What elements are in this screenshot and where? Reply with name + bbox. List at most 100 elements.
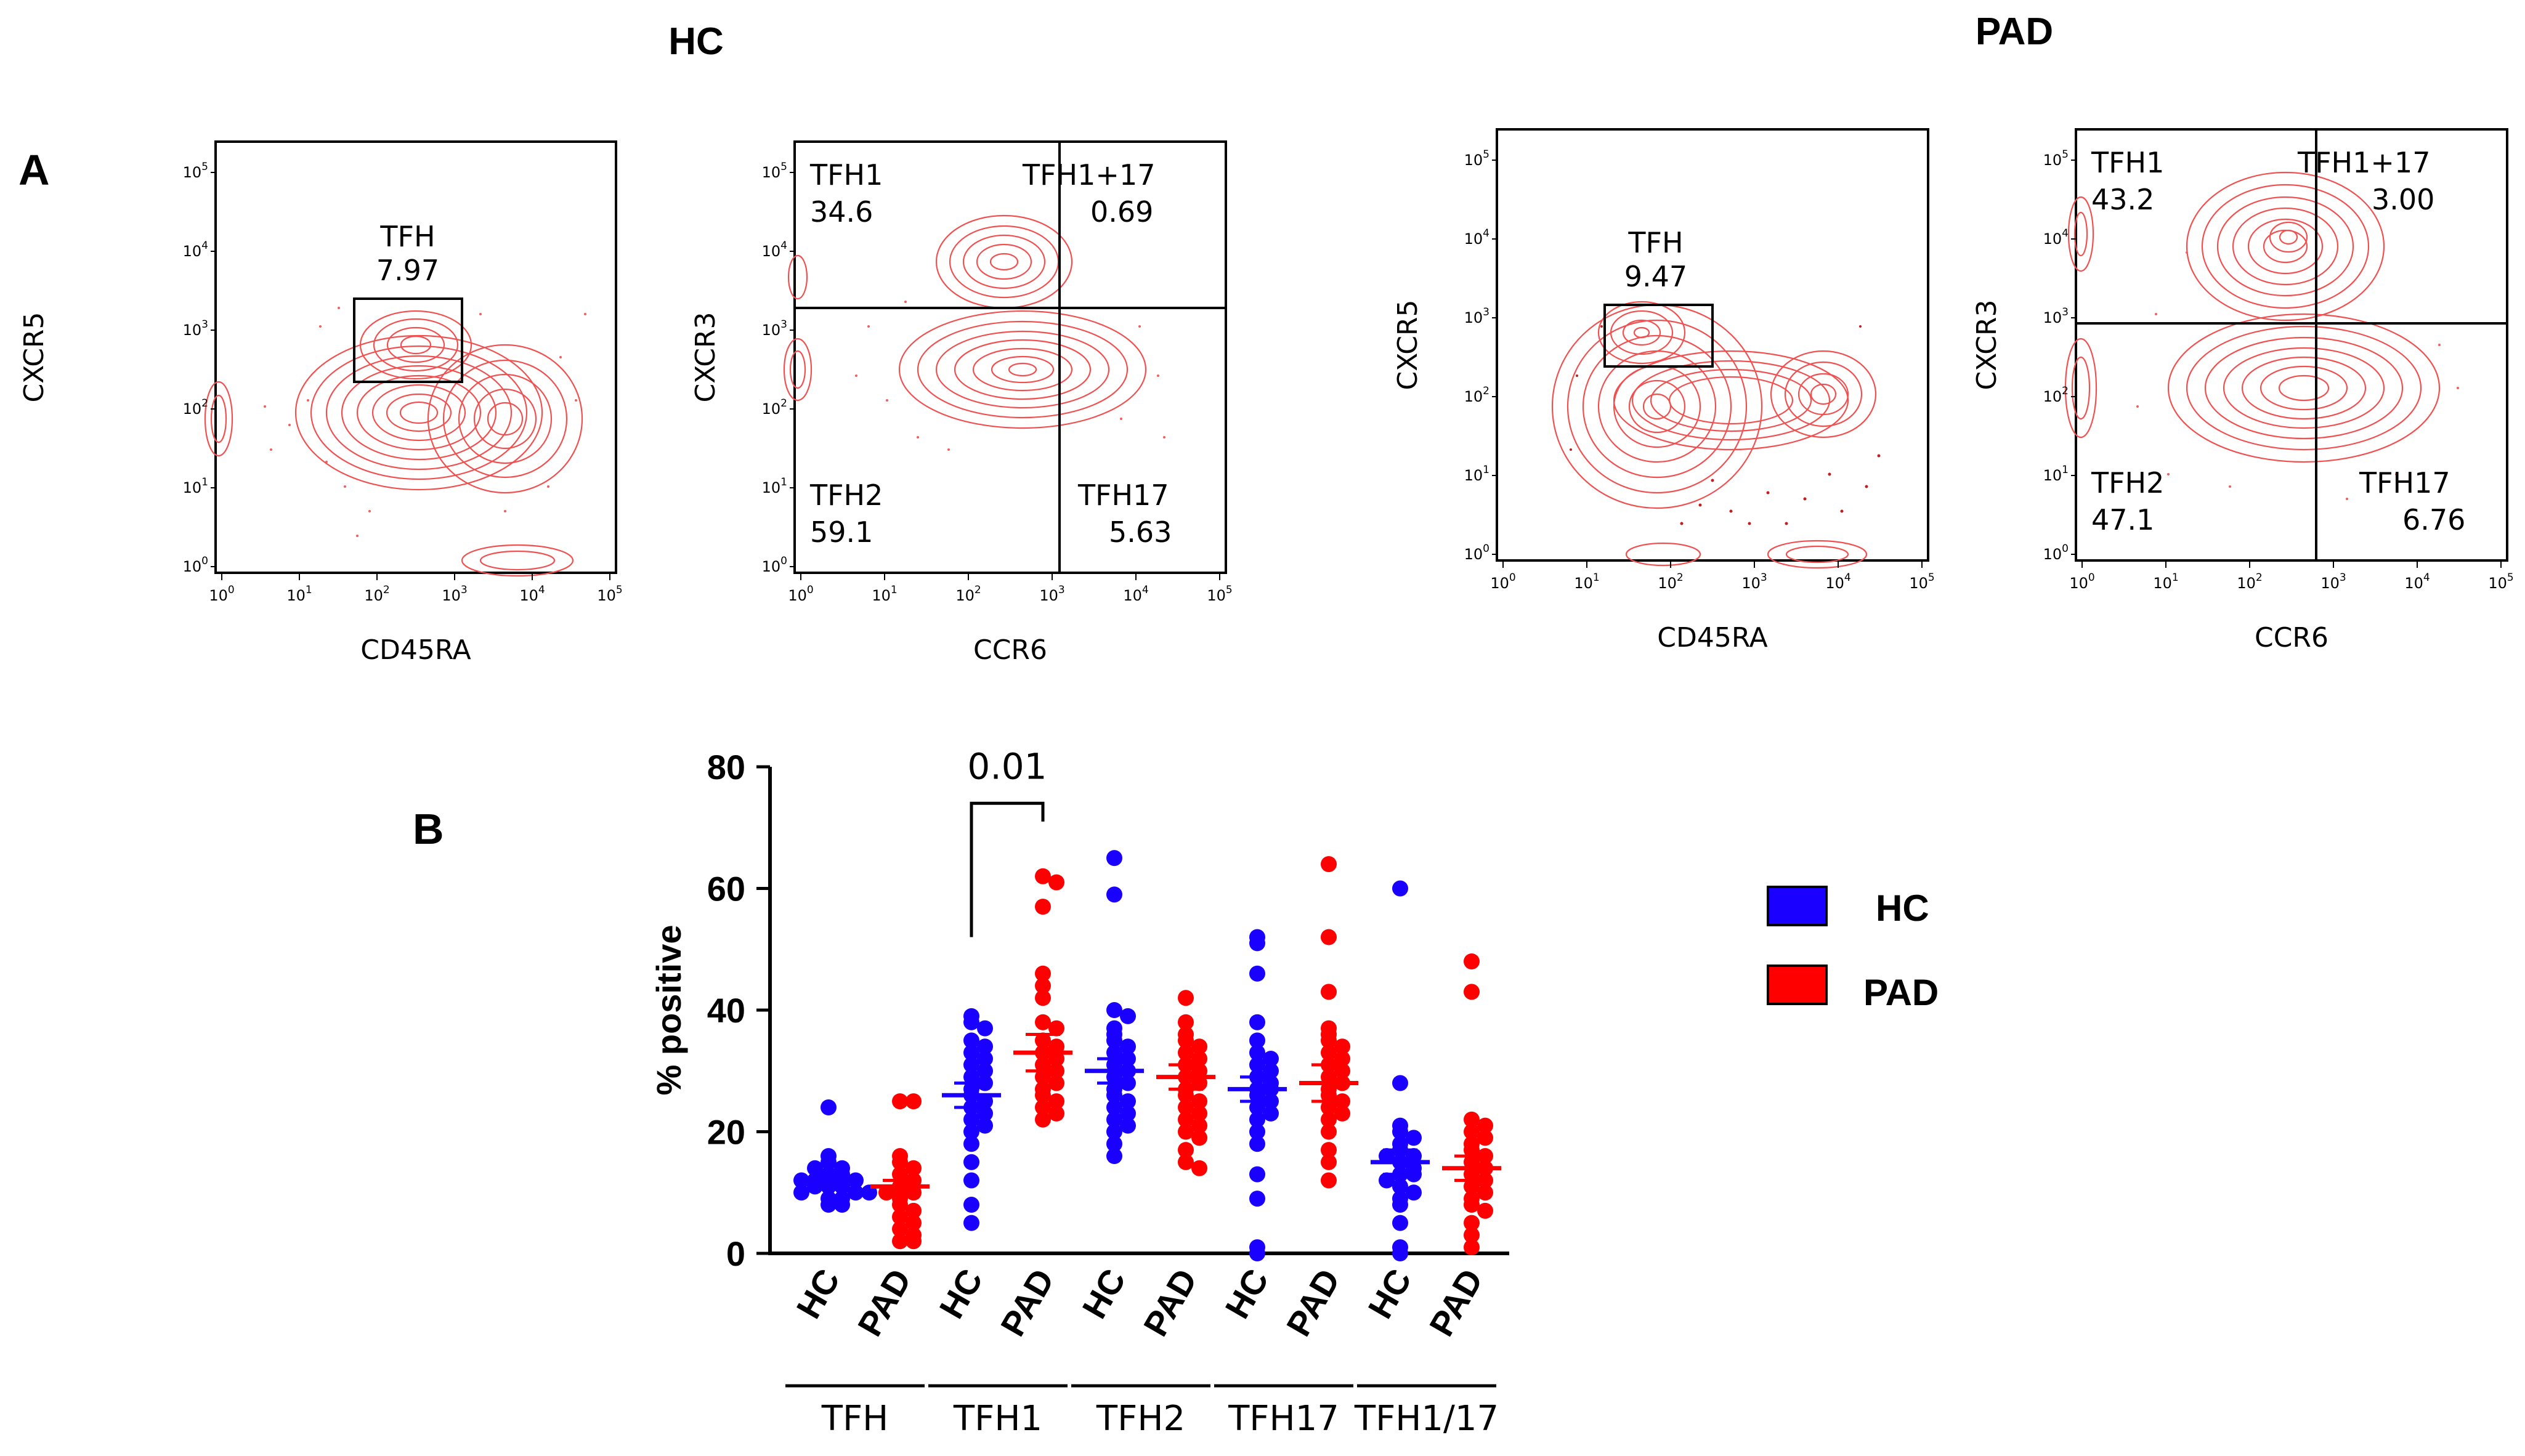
x-tick-label: 103: [1741, 572, 1767, 592]
data-point: [1035, 899, 1051, 915]
data-point: [1321, 929, 1337, 945]
data-point: [1048, 1020, 1064, 1037]
data-point: [1249, 935, 1265, 952]
quadrant-tr-value: 3.00: [2372, 183, 2434, 216]
x-tick-label: 100: [209, 584, 234, 604]
means: [799, 1033, 1501, 1194]
data-point: [1178, 1154, 1194, 1170]
legend-label-pad: PAD: [1863, 972, 1939, 1013]
y-tick-label: 100: [762, 555, 787, 575]
data-point: [1178, 990, 1194, 1006]
data-point: [1120, 1093, 1136, 1110]
group-label: TFH17: [1228, 1399, 1339, 1439]
y-tick-label: 102: [762, 397, 787, 418]
y-tick-label: 80: [707, 748, 745, 787]
data-point: [1106, 1148, 1122, 1164]
legend-label-hc: HC: [1876, 888, 1929, 929]
data-point: [1106, 1045, 1122, 1061]
plot-frame: [1496, 128, 1929, 562]
group-label: TFH1: [953, 1399, 1042, 1439]
x-tick-label: 101: [2153, 572, 2178, 592]
pad-title: PAD: [1976, 10, 2053, 53]
group-label: TFH1/17: [1354, 1399, 1499, 1439]
data-point: [1321, 984, 1337, 1000]
x-tick-label: 102: [364, 584, 389, 604]
data-point: [1334, 1105, 1350, 1122]
data-point: [1249, 1166, 1265, 1183]
data-point: [1106, 1087, 1122, 1104]
data-point: [1035, 1069, 1051, 1085]
data-point: [1321, 1142, 1337, 1159]
x-tick-label: 105: [1207, 584, 1232, 604]
data-point: [977, 1062, 993, 1079]
data-point: [963, 1197, 979, 1213]
y-tick-label: 105: [1464, 148, 1489, 169]
data-point: [1464, 984, 1480, 1000]
scatter-events: [2136, 251, 2459, 500]
quadrant-tl-value: 34.6: [810, 195, 873, 229]
data-point: [1178, 1014, 1194, 1030]
data-point: [1406, 1130, 1422, 1146]
data-point: [821, 1197, 837, 1213]
data-point: [1334, 1062, 1350, 1079]
quadrant-tr-name: TFH1+17: [1022, 158, 1156, 192]
x-tick-label: HC: [1360, 1263, 1419, 1325]
x-tick-label: 101: [286, 584, 312, 604]
data-point: [1477, 1130, 1493, 1146]
data-point: [1178, 1087, 1194, 1104]
data-point: [1249, 1136, 1265, 1152]
data-point: [1048, 874, 1064, 891]
data-point: [963, 1111, 979, 1128]
y-ticks: 100 101 102 103 104 105: [1464, 148, 1497, 563]
group-labels: TFH TFH1 TFH2 TFH17 TFH1/17: [785, 1384, 1499, 1439]
data-point: [848, 1184, 864, 1201]
data-point: [1249, 1045, 1265, 1061]
data-point: [821, 1099, 837, 1115]
data-point: [1106, 886, 1122, 903]
data-point: [821, 1154, 837, 1170]
data-point: [906, 1093, 922, 1110]
y-tick-label: 103: [2043, 306, 2069, 326]
data-point: [1035, 965, 1051, 982]
y-tick-label: 20: [707, 1113, 745, 1152]
y-tick-label: 101: [183, 476, 208, 496]
data-point: [977, 1105, 993, 1122]
data-point: [906, 1202, 922, 1219]
quadrant-bl-name: TFH2: [2091, 466, 2164, 499]
y-axis-label: CXCR5: [1392, 300, 1424, 390]
plot-frame: [2075, 128, 2508, 562]
x-axis-label: CD45RA: [1657, 622, 1767, 653]
y-tick-label: 104: [762, 240, 787, 260]
x-tick-label: PAD: [993, 1263, 1062, 1343]
quadrant-tl-name: TFH1: [809, 158, 883, 192]
x-ticks: 100 101 102 103 104 105: [788, 573, 1233, 604]
group-label: TFH: [821, 1399, 889, 1439]
data-point: [1191, 1093, 1207, 1110]
data-point: [1249, 1191, 1265, 1207]
data-point: [1477, 1117, 1493, 1134]
data-point: [1249, 965, 1265, 982]
data-point: [963, 1032, 979, 1049]
data-point: [1392, 1178, 1408, 1195]
data-point: [1249, 1111, 1265, 1128]
x-tick-label: 104: [2404, 572, 2430, 592]
data-point: [1249, 1099, 1265, 1115]
data-point: [1106, 1136, 1122, 1152]
data-point: [892, 1208, 908, 1225]
x-ticks: 100 101 102 103 104 105: [209, 573, 623, 604]
y-tick-label: 40: [707, 991, 745, 1030]
data-point: [1321, 1032, 1337, 1049]
data-point: [1178, 1032, 1194, 1049]
y-tick-label: 103: [1464, 306, 1489, 326]
data-point: [1120, 1038, 1136, 1055]
x-tick-label: 100: [1490, 572, 1515, 592]
data-point: [1191, 1038, 1207, 1055]
data-point: [906, 1233, 922, 1250]
data-point: [1106, 850, 1122, 867]
pad-cxcr3-plot: TFH1 43.2 TFH1+17 3.00 TFH2 47.1 TFH17 6…: [1971, 128, 2514, 653]
x-ticks: 100 101 102 103 104 105: [1490, 560, 1935, 592]
x-tick-label: 103: [1039, 584, 1064, 604]
data-point: [1191, 1051, 1207, 1067]
